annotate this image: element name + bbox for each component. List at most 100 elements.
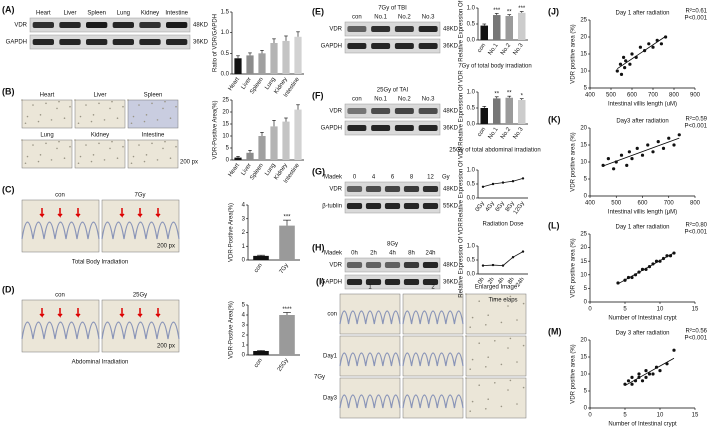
scale-label: 200 px [157, 344, 175, 350]
texture [469, 326, 472, 329]
texture [24, 122, 27, 125]
lane-label: 8 [410, 175, 414, 181]
point [646, 143, 650, 147]
significance: *** [283, 215, 291, 221]
y-tick-label: 10 [580, 160, 587, 166]
bar [258, 136, 266, 160]
blot-band [86, 39, 108, 45]
texture [85, 144, 87, 146]
y-tick-label: 5 [584, 86, 588, 92]
lane-label: 8h [408, 251, 415, 257]
texture [162, 107, 164, 110]
blot-band [139, 22, 161, 28]
y-tick-label: 0.5 [467, 22, 476, 28]
bar [279, 315, 295, 355]
bar [270, 43, 278, 74]
panel-label: (H) [312, 242, 325, 252]
texture [130, 162, 133, 165]
texture [45, 102, 47, 105]
bar [234, 58, 242, 74]
x-tick-label: 7Gy [279, 263, 290, 275]
x-tick-label: No.2 [500, 42, 513, 56]
point [651, 372, 655, 376]
column-label: 1 [368, 285, 372, 291]
point [644, 267, 648, 271]
chart-title: Day3 after radiation [616, 119, 668, 125]
point [647, 265, 652, 269]
point [672, 143, 676, 147]
blot-row-label: VDR [14, 23, 27, 29]
point [521, 177, 525, 180]
blot-band [166, 22, 188, 28]
x-tick-label: 0 [588, 413, 592, 419]
arrow [57, 208, 63, 218]
point [633, 379, 638, 383]
x-tick-label: 5 [623, 307, 627, 313]
texture [169, 117, 172, 119]
arrow [137, 208, 143, 218]
point [623, 278, 627, 282]
point [659, 42, 664, 46]
point [665, 362, 669, 366]
tissue [101, 221, 180, 240]
x-tick-label: Heart [228, 76, 242, 92]
y-tick-label: 5 [242, 303, 246, 309]
x-tick-label: 12Gy [513, 201, 526, 216]
column-label: Enlarged Image [475, 285, 518, 291]
texture [116, 157, 119, 159]
x-tick-label: 800 [690, 201, 701, 207]
texture [516, 319, 518, 321]
annotation: R²=0.56 [685, 329, 707, 335]
texture [507, 347, 509, 349]
bar [246, 55, 254, 74]
micrograph [339, 335, 401, 377]
tissue [21, 221, 100, 240]
lane-label: Liver [63, 11, 76, 17]
point [630, 382, 634, 386]
micrograph [402, 335, 464, 377]
point [677, 133, 681, 137]
texture [77, 122, 80, 125]
blot-row-label: VDR [329, 27, 342, 33]
point [630, 375, 634, 379]
y-tick-label: 0 [584, 194, 588, 200]
blot-strip [344, 120, 441, 136]
texture [21, 99, 23, 101]
lane-label: No.3 [422, 15, 435, 21]
significance: ** [507, 9, 512, 15]
x-tick-label: No.3 [512, 126, 525, 140]
x-tick-label: 4Gy [485, 201, 496, 213]
arrow [39, 308, 45, 318]
texture [56, 147, 58, 150]
annotation: P<0.001 [684, 336, 707, 342]
y-tick-label: 20 [222, 110, 229, 116]
point [667, 136, 671, 140]
x-tick-label: 500 [606, 93, 617, 99]
lane-label: Lung [117, 11, 130, 17]
y-tick-label: 5 [584, 389, 588, 395]
blot-band [418, 26, 438, 32]
texture [509, 337, 512, 340]
x-tick-label: 0h [477, 277, 486, 286]
y-tick-label: 10 [222, 134, 229, 140]
texture [494, 298, 496, 300]
y-tick-label: 20 [580, 35, 587, 41]
texture [92, 114, 95, 116]
image-label: Lung [40, 133, 53, 139]
y-tick-label: 0.0 [467, 272, 476, 278]
texture [469, 368, 472, 371]
blot-band [422, 279, 439, 285]
y-tick-label: 0 [242, 353, 246, 359]
y-axis-label: Ratio of VDR/GAPDH [213, 14, 219, 72]
point [619, 153, 624, 157]
blot-band [394, 43, 414, 49]
texture [522, 386, 525, 389]
x-tick-label: No.1 [487, 42, 500, 56]
micrograph [21, 199, 100, 253]
blot-band [365, 186, 382, 192]
blot-row-label: VDR [329, 109, 342, 115]
point [616, 281, 620, 285]
micrograph [127, 139, 179, 169]
texture [111, 100, 113, 103]
texture [465, 335, 467, 337]
